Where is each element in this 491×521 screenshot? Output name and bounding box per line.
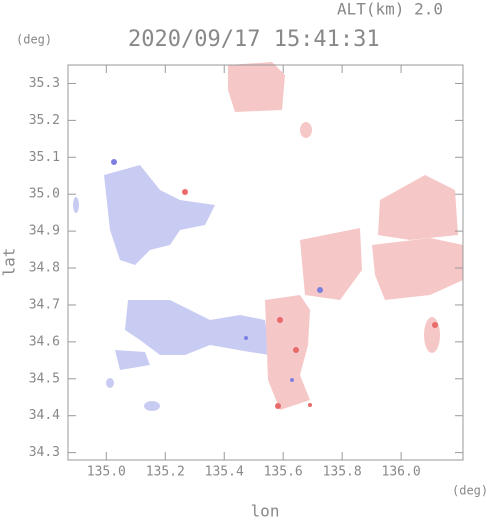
y-tick-label: 34.4 bbox=[29, 408, 60, 423]
y-tick-label: 35.2 bbox=[29, 113, 60, 128]
y-tick-label: 34.7 bbox=[29, 297, 60, 312]
y-tick-label: 34.5 bbox=[29, 371, 60, 386]
y-tick-label: 35.0 bbox=[29, 187, 60, 202]
x-tick-label: 136.0 bbox=[382, 465, 421, 480]
y-tick-label: 34.9 bbox=[29, 224, 60, 239]
x-tick-label: 135.8 bbox=[323, 465, 362, 480]
y-tick-label: 34.3 bbox=[29, 445, 60, 460]
x-tick-label: 135.2 bbox=[146, 465, 185, 480]
y-label: lat bbox=[0, 248, 19, 277]
x-tick-label: 135.6 bbox=[264, 465, 303, 480]
y-tick-label: 35.1 bbox=[29, 150, 60, 165]
chart-title: 2020/09/17 15:41:31 bbox=[128, 27, 380, 52]
x-tick-label: 135.4 bbox=[205, 465, 244, 480]
y-unit: (deg) bbox=[16, 33, 52, 47]
y-tick-label: 35.3 bbox=[29, 76, 60, 91]
x-label: lon bbox=[251, 502, 280, 521]
plot-frame bbox=[67, 64, 464, 461]
y-tick-label: 34.6 bbox=[29, 334, 60, 349]
subtitle: ALT(km) 2.0 bbox=[337, 0, 443, 19]
x-unit: (deg) bbox=[452, 484, 488, 498]
y-tick-label: 34.8 bbox=[29, 261, 60, 276]
radar-echoes bbox=[73, 62, 463, 411]
x-tick-label: 135.0 bbox=[87, 465, 126, 480]
